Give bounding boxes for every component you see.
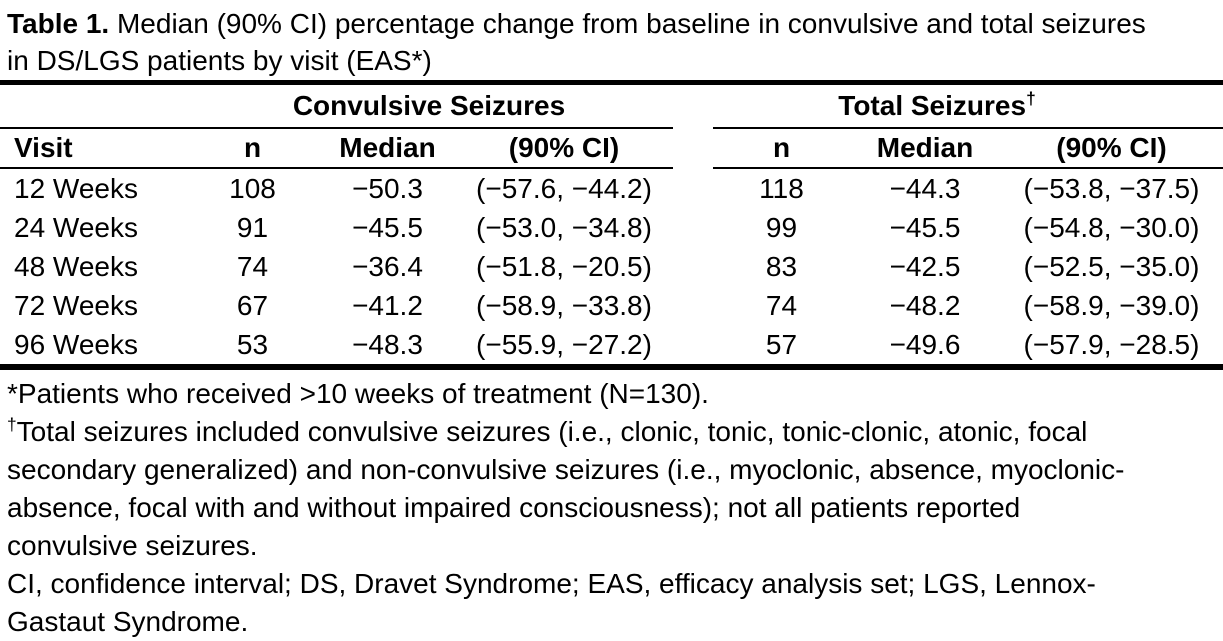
cell-conv-ci: (−51.8, −20.5): [476, 250, 652, 282]
cell-total-ci: (−53.8, −37.5): [1023, 172, 1200, 204]
group-header-total-label: Total Seizures: [838, 90, 1027, 121]
table-row: 48 Weeks 74 −36.4 (−51.8, −20.5) 83 −42.…: [0, 247, 1223, 286]
cell-conv-median: −45.5: [352, 211, 423, 243]
cell-total-n: 83: [765, 250, 798, 282]
table-row: 72 Weeks 67 −41.2 (−58.9, −33.8) 74 −48.…: [0, 286, 1223, 325]
cell-total-n: 118: [759, 172, 804, 204]
cell-total-ci: (−54.8, −30.0): [1023, 211, 1200, 243]
cell-visit: 72 Weeks: [14, 289, 138, 321]
column-gap: [673, 247, 713, 286]
column-header-conv-median: Median: [320, 128, 455, 169]
column-gap: [673, 128, 713, 168]
column-gap: [673, 168, 713, 208]
cell-total-median: −45.5: [889, 211, 961, 243]
table-row: 96 Weeks 53 −48.3 (−55.9, −27.2) 57 −49.…: [0, 325, 1223, 367]
group-header-row: Convulsive Seizures Total Seizures†: [0, 82, 1223, 129]
cell-visit: 48 Weeks: [14, 250, 138, 282]
cell-total-ci: (−52.5, −35.0): [1023, 250, 1200, 282]
cell-conv-n: 67: [236, 289, 269, 321]
cell-total-n: 99: [765, 211, 798, 243]
table-title-line1: Table 1. Median (90% CI) percentage chan…: [7, 5, 1215, 42]
cell-conv-ci: (−57.6, −44.2): [476, 172, 652, 204]
cell-conv-n: 108: [229, 172, 276, 204]
cell-conv-median: −41.2: [352, 289, 423, 321]
footnote-abbreviations-line1: CI, confidence interval; DS, Dravet Synd…: [7, 568, 1096, 599]
cell-visit: 24 Weeks: [14, 211, 138, 243]
cell-conv-ci: (−58.9, −33.8): [476, 289, 652, 321]
column-gap: [673, 83, 713, 129]
table-number-label: Table 1.: [7, 8, 110, 39]
column-header-conv-ci: (90% CI): [455, 128, 673, 169]
column-gap: [673, 325, 713, 367]
footnotes: *Patients who received >10 weeks of trea…: [0, 370, 1223, 641]
column-header-total-ci: (90% CI): [1000, 128, 1223, 169]
cell-total-ci: (−57.9, −28.5): [1023, 328, 1200, 360]
group-header-total: Total Seizures†: [713, 82, 1223, 129]
group-header-spacer: [0, 82, 185, 129]
cell-total-median: −42.5: [889, 250, 961, 282]
column-header-row: Visit n Median (90% CI) n Median (90% CI…: [0, 128, 1223, 169]
cell-conv-ci: (−53.0, −34.8): [476, 211, 652, 243]
cell-total-median: −49.6: [889, 328, 961, 360]
column-gap: [673, 208, 713, 247]
cell-total-ci: (−58.9, −39.0): [1023, 289, 1200, 321]
cell-total-median: −48.2: [889, 289, 961, 321]
cell-conv-median: −48.3: [352, 328, 423, 360]
column-header-total-n: n: [713, 128, 850, 169]
table-title-line2: in DS/LGS patients by visit (EAS*): [7, 45, 432, 76]
cell-total-n: 57: [765, 328, 798, 360]
table-title: Table 1. Median (90% CI) percentage chan…: [0, 0, 1223, 79]
cell-total-median: −44.3: [889, 172, 961, 204]
footnote-dagger-line2: secondary generalized) and non-convulsiv…: [7, 454, 1125, 485]
cell-visit: 12 Weeks: [14, 172, 138, 204]
column-header-total-median: Median: [850, 128, 1000, 169]
footnote-dagger-line1: †Total seizures included convulsive seiz…: [7, 413, 1215, 451]
cell-conv-n: 91: [236, 211, 269, 243]
footnote-text: Total seizures included convulsive seizu…: [16, 416, 1088, 447]
table-row: 24 Weeks 91 −45.5 (−53.0, −34.8) 99 −45.…: [0, 208, 1223, 247]
table-title-text: Median (90% CI) percentage change from b…: [116, 8, 1146, 39]
cell-conv-n: 53: [236, 328, 269, 360]
group-header-convulsive: Convulsive Seizures: [185, 82, 673, 129]
cell-visit: 96 Weeks: [14, 328, 138, 360]
column-gap: [673, 286, 713, 325]
column-header-visit: Visit: [0, 128, 185, 169]
table-row: 12 Weeks 108 −50.3 (−57.6, −44.2) 118 −4…: [0, 168, 1223, 208]
cell-conv-median: −50.3: [352, 172, 423, 204]
footnote-dagger-line4: convulsive seizures.: [7, 530, 258, 561]
cell-conv-ci: (−55.9, −27.2): [476, 328, 652, 360]
column-header-conv-n: n: [185, 128, 320, 169]
footnote-asterisk: *Patients who received >10 weeks of trea…: [7, 378, 709, 409]
footnote-dagger-line3: absence, focal with and without impaired…: [7, 492, 1021, 523]
dagger-superscript: †: [7, 414, 17, 435]
dagger-superscript: †: [1026, 88, 1036, 109]
seizure-outcomes-table: Convulsive Seizures Total Seizures† Visi…: [0, 80, 1223, 370]
cell-conv-median: −36.4: [352, 250, 423, 282]
cell-total-n: 74: [765, 289, 798, 321]
footnote-abbreviations-line2: Gastaut Syndrome.: [7, 606, 249, 637]
cell-conv-n: 74: [236, 250, 269, 282]
